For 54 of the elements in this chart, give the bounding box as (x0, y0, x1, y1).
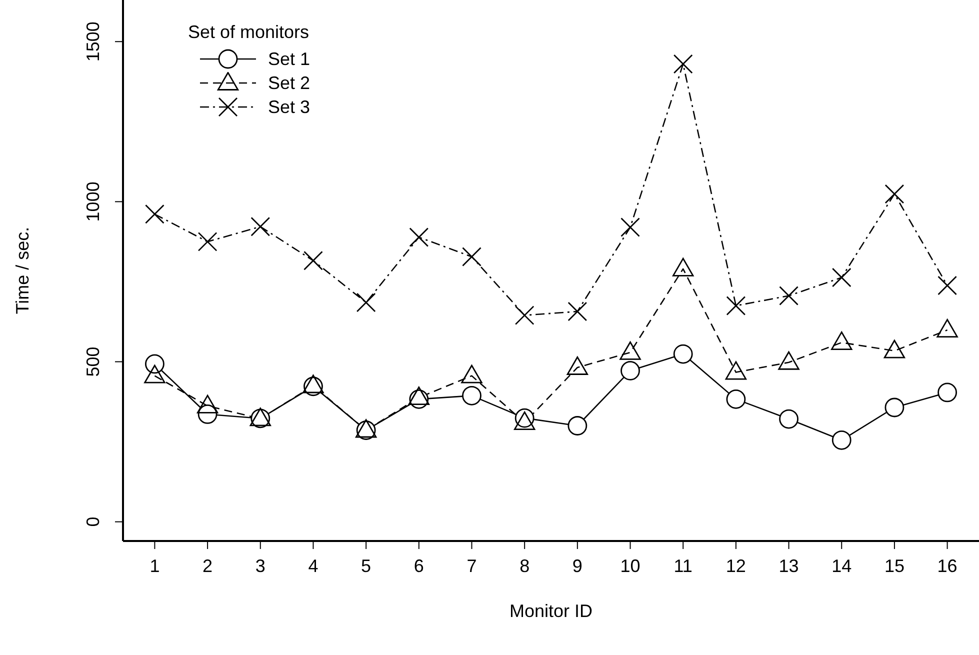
point (832, 268, 852, 288)
legend-label: Set 3 (268, 96, 310, 118)
y-axis-title: Time / sec. (12, 226, 32, 314)
point (620, 218, 640, 237)
point (514, 412, 536, 430)
point (568, 416, 588, 436)
x-tick-label: 1 (150, 556, 160, 576)
point (304, 250, 323, 270)
point (832, 430, 852, 450)
x-tick-label: 3 (255, 556, 266, 576)
x-tick-label: 6 (414, 556, 424, 576)
x-tick-label: 15 (884, 556, 904, 576)
point (779, 409, 798, 429)
point (938, 276, 957, 296)
y-tick-label: 500 (83, 346, 103, 377)
x-tick-label: 16 (937, 556, 958, 576)
point (884, 398, 904, 418)
point (356, 292, 376, 312)
point (620, 360, 640, 380)
x-tick-label: 10 (620, 556, 640, 576)
point (726, 389, 746, 409)
x-tick-label: 5 (361, 556, 372, 576)
x-tick-label: 13 (778, 556, 799, 576)
x-tick-label: 7 (466, 556, 477, 576)
x-tick-label: 4 (308, 556, 318, 576)
point (884, 184, 904, 204)
x-tick-label: 2 (202, 556, 213, 576)
point (673, 344, 693, 364)
point (409, 228, 429, 247)
point (514, 306, 534, 326)
legend-title: Set of monitors (188, 22, 310, 43)
x-tick-label: 14 (832, 556, 852, 576)
x-axis-title: Monitor ID (509, 601, 593, 621)
point (938, 382, 957, 402)
point (408, 386, 430, 406)
point (198, 232, 218, 252)
x-tick-label: 8 (520, 556, 530, 576)
y-tick-label: 1000 (83, 182, 103, 222)
y-tick-label: 0 (83, 516, 103, 527)
point (779, 286, 798, 306)
point (673, 54, 693, 74)
point (145, 204, 164, 224)
legend-label: Set 2 (268, 72, 310, 94)
point (726, 296, 746, 316)
x-tick-label: 12 (726, 556, 746, 576)
x-tick-label: 11 (674, 556, 692, 576)
point (145, 354, 164, 374)
x-tick-label: 9 (572, 556, 582, 576)
point (462, 247, 482, 266)
point (250, 216, 270, 236)
point (568, 302, 588, 322)
y-tick-label: 1500 (83, 22, 103, 62)
point (462, 386, 482, 406)
legend-label: Set 1 (268, 48, 310, 70)
